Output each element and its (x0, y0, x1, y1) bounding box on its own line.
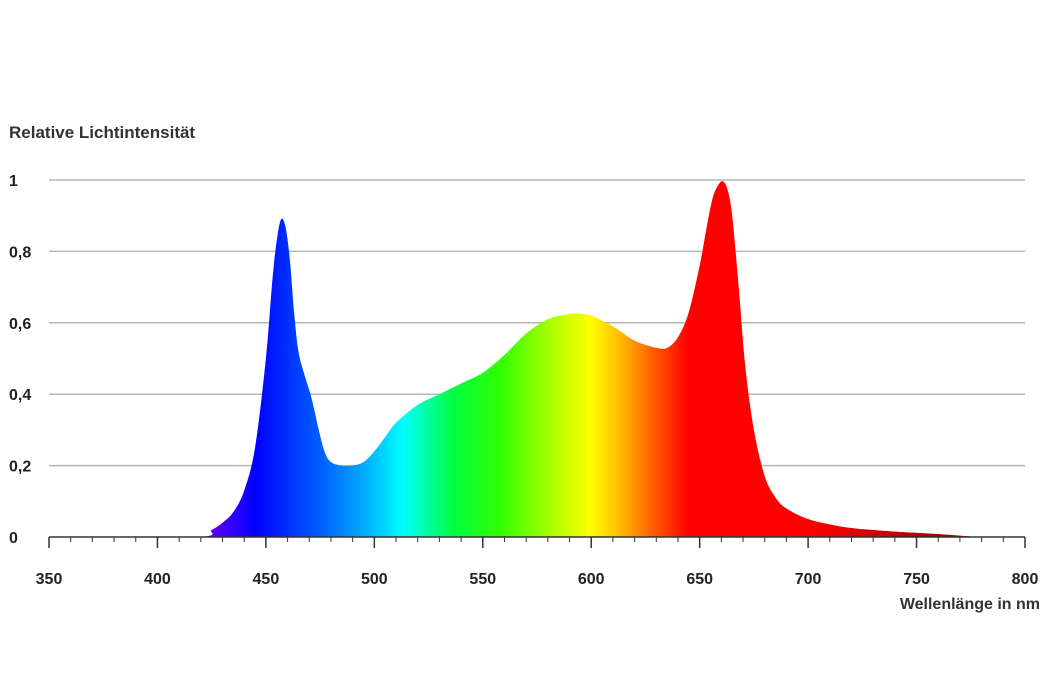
x-tick-label: 700 (795, 571, 822, 588)
y-tick-label: 0,6 (9, 316, 31, 333)
spectrum-area (49, 181, 1025, 537)
y-tick-label: 0,4 (9, 387, 31, 404)
x-tick-label: 550 (469, 571, 496, 588)
y-tick-label: 1 (9, 173, 18, 190)
x-tick-label: 500 (361, 571, 388, 588)
x-tick-label: 600 (578, 571, 605, 588)
spectrum-area-tail (808, 519, 1025, 537)
x-tick-label: 800 (1012, 571, 1039, 588)
x-axis (48, 536, 1026, 548)
gridlines (49, 179, 1025, 467)
x-axis-title: Wellenlänge in nm (900, 596, 1040, 613)
x-tick-labels: 350 400 450 500 550 600 650 700 750 800 (36, 571, 1039, 588)
y-tick-label: 0,8 (9, 244, 31, 261)
x-tick-label: 350 (36, 571, 63, 588)
x-tick-label: 650 (686, 571, 713, 588)
y-tick-label: 0,2 (9, 459, 31, 476)
y-tick-label: 0 (9, 530, 18, 547)
x-tick-label: 750 (903, 571, 930, 588)
y-axis-title: Relative Lichtintensität (9, 123, 195, 142)
x-tick-label: 400 (144, 571, 171, 588)
x-tick-label: 450 (253, 571, 280, 588)
y-tick-labels: 0 0,2 0,4 0,6 0,8 1 (9, 173, 31, 547)
